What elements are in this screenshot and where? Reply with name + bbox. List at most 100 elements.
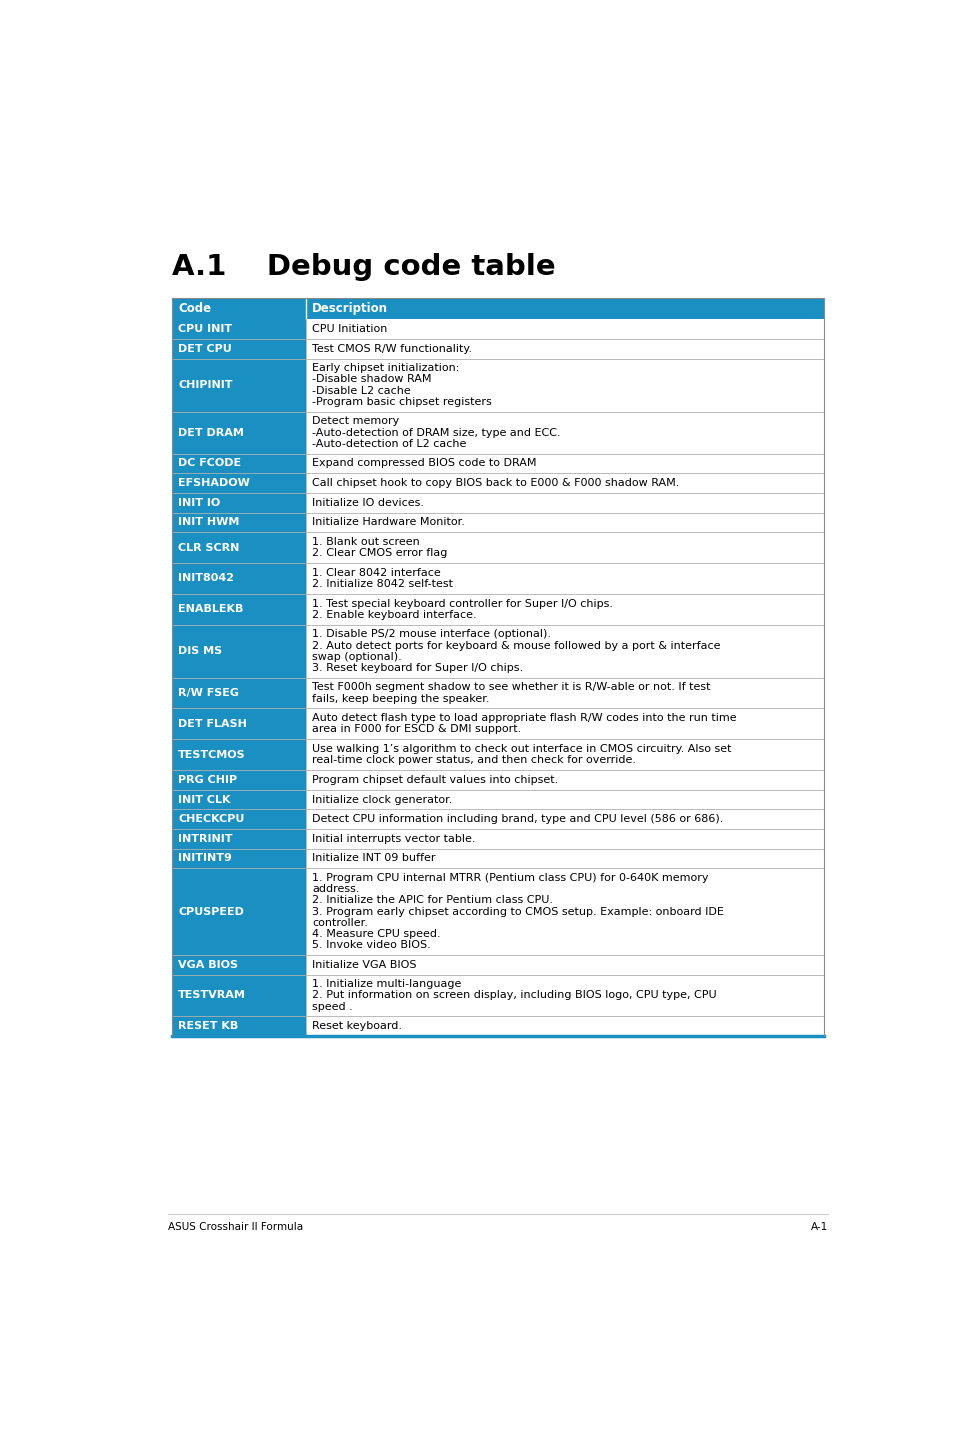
Text: Use walking 1’s algorithm to check out interface in CMOS circuitry. Also set: Use walking 1’s algorithm to check out i… bbox=[312, 743, 731, 754]
Text: CLR SCRN: CLR SCRN bbox=[178, 542, 239, 552]
Text: -Program basic chipset registers: -Program basic chipset registers bbox=[312, 397, 491, 407]
Text: R/W FSEG: R/W FSEG bbox=[178, 687, 239, 697]
Text: A-1: A-1 bbox=[810, 1222, 827, 1232]
Bar bbox=[172, 411, 305, 453]
Text: INIT HWM: INIT HWM bbox=[178, 518, 239, 528]
Text: 3. Reset keyboard for Super I/O chips.: 3. Reset keyboard for Super I/O chips. bbox=[312, 663, 522, 673]
Text: PRG CHIP: PRG CHIP bbox=[178, 775, 237, 785]
Bar bbox=[305, 955, 823, 975]
Text: swap (optional).: swap (optional). bbox=[312, 651, 401, 661]
Bar bbox=[172, 975, 305, 1017]
Text: 1. Test special keyboard controller for Super I/O chips.: 1. Test special keyboard controller for … bbox=[312, 598, 612, 608]
Text: ASUS Crosshair II Formula: ASUS Crosshair II Formula bbox=[168, 1222, 303, 1232]
Text: DC FCODE: DC FCODE bbox=[178, 459, 241, 469]
Text: real-time clock power status, and then check for override.: real-time clock power status, and then c… bbox=[312, 755, 636, 765]
Text: 2. Initialize the APIC for Pentium class CPU.: 2. Initialize the APIC for Pentium class… bbox=[312, 896, 553, 906]
Text: Reset keyboard.: Reset keyboard. bbox=[312, 1021, 401, 1031]
Text: 1. Disable PS/2 mouse interface (optional).: 1. Disable PS/2 mouse interface (optiona… bbox=[312, 630, 550, 640]
Text: Initialize INT 09 buffer: Initialize INT 09 buffer bbox=[312, 853, 435, 863]
Bar bbox=[172, 789, 305, 810]
Text: INIT8042: INIT8042 bbox=[178, 574, 233, 584]
Bar bbox=[305, 562, 823, 594]
Text: area in F000 for ESCD & DMI support.: area in F000 for ESCD & DMI support. bbox=[312, 725, 520, 735]
Bar bbox=[305, 473, 823, 493]
Bar bbox=[172, 339, 305, 358]
Bar bbox=[172, 594, 305, 624]
Text: VGA BIOS: VGA BIOS bbox=[178, 959, 238, 969]
Text: Auto detect flash type to load appropriate flash R/W codes into the run time: Auto detect flash type to load appropria… bbox=[312, 713, 736, 723]
Text: Initialize VGA BIOS: Initialize VGA BIOS bbox=[312, 959, 416, 969]
Text: 4. Measure CPU speed.: 4. Measure CPU speed. bbox=[312, 929, 440, 939]
Bar bbox=[172, 473, 305, 493]
Bar bbox=[172, 298, 823, 319]
Text: fails, keep beeping the speaker.: fails, keep beeping the speaker. bbox=[312, 693, 489, 703]
Text: A.1    Debug code table: A.1 Debug code table bbox=[172, 253, 555, 282]
Text: 1. Clear 8042 interface: 1. Clear 8042 interface bbox=[312, 568, 440, 578]
Text: TESTVRAM: TESTVRAM bbox=[178, 991, 246, 1001]
Text: Code: Code bbox=[178, 302, 211, 315]
Bar bbox=[172, 869, 305, 955]
Text: EFSHADOW: EFSHADOW bbox=[178, 477, 250, 487]
Bar bbox=[172, 562, 305, 594]
Text: INIT CLK: INIT CLK bbox=[178, 795, 231, 804]
Text: address.: address. bbox=[312, 884, 359, 894]
Bar bbox=[172, 512, 305, 532]
Bar bbox=[172, 358, 305, 411]
Text: 2. Put information on screen display, including BIOS logo, CPU type, CPU: 2. Put information on screen display, in… bbox=[312, 991, 716, 1001]
Text: DET CPU: DET CPU bbox=[178, 344, 232, 354]
Text: speed .: speed . bbox=[312, 1002, 353, 1012]
Text: DET FLASH: DET FLASH bbox=[178, 719, 247, 729]
Text: Test CMOS R/W functionality.: Test CMOS R/W functionality. bbox=[312, 344, 472, 354]
Bar bbox=[305, 411, 823, 453]
Bar bbox=[305, 358, 823, 411]
Bar bbox=[305, 975, 823, 1017]
Bar bbox=[305, 319, 823, 339]
Bar bbox=[172, 771, 305, 789]
Bar bbox=[305, 624, 823, 677]
Bar bbox=[305, 810, 823, 828]
Text: CPU Initiation: CPU Initiation bbox=[312, 324, 387, 334]
Bar bbox=[305, 771, 823, 789]
Text: TESTCMOS: TESTCMOS bbox=[178, 749, 246, 759]
Bar bbox=[305, 453, 823, 473]
Text: DET DRAM: DET DRAM bbox=[178, 427, 244, 437]
Bar bbox=[172, 739, 305, 771]
Bar bbox=[305, 789, 823, 810]
Text: Test F000h segment shadow to see whether it is R/W-able or not. If test: Test F000h segment shadow to see whether… bbox=[312, 683, 710, 693]
Text: 2. Clear CMOS error flag: 2. Clear CMOS error flag bbox=[312, 548, 447, 558]
Bar bbox=[305, 677, 823, 709]
Bar bbox=[172, 624, 305, 677]
Bar bbox=[172, 810, 305, 828]
Text: 2. Auto detect ports for keyboard & mouse followed by a port & interface: 2. Auto detect ports for keyboard & mous… bbox=[312, 640, 720, 650]
Text: controller.: controller. bbox=[312, 917, 368, 928]
Text: Description: Description bbox=[312, 302, 388, 315]
Text: Program chipset default values into chipset.: Program chipset default values into chip… bbox=[312, 775, 558, 785]
Text: CPUSPEED: CPUSPEED bbox=[178, 906, 244, 916]
Bar bbox=[172, 493, 305, 512]
Text: 3. Program early chipset according to CMOS setup. Example: onboard IDE: 3. Program early chipset according to CM… bbox=[312, 906, 723, 916]
Text: Detect memory: Detect memory bbox=[312, 417, 398, 427]
Bar bbox=[305, 848, 823, 869]
Text: 2. Initialize 8042 self-test: 2. Initialize 8042 self-test bbox=[312, 580, 453, 590]
Text: INIT IO: INIT IO bbox=[178, 498, 220, 508]
Text: CHIPINIT: CHIPINIT bbox=[178, 380, 233, 390]
Text: RESET KB: RESET KB bbox=[178, 1021, 238, 1031]
Bar bbox=[305, 339, 823, 358]
Text: Initialize Hardware Monitor.: Initialize Hardware Monitor. bbox=[312, 518, 464, 528]
Text: CHECKCPU: CHECKCPU bbox=[178, 814, 244, 824]
Text: -Auto-detection of L2 cache: -Auto-detection of L2 cache bbox=[312, 439, 466, 449]
Text: INITINT9: INITINT9 bbox=[178, 853, 232, 863]
Bar bbox=[172, 848, 305, 869]
Text: 2. Enable keyboard interface.: 2. Enable keyboard interface. bbox=[312, 610, 476, 620]
Bar bbox=[305, 532, 823, 562]
Bar bbox=[305, 828, 823, 848]
Text: 1. Program CPU internal MTRR (Pentium class CPU) for 0-640K memory: 1. Program CPU internal MTRR (Pentium cl… bbox=[312, 873, 708, 883]
Bar bbox=[172, 319, 305, 339]
Text: Detect CPU information including brand, type and CPU level (586 or 686).: Detect CPU information including brand, … bbox=[312, 814, 722, 824]
Text: 1. Blank out screen: 1. Blank out screen bbox=[312, 536, 419, 546]
Bar bbox=[172, 453, 305, 473]
Bar bbox=[172, 709, 305, 739]
Text: -Auto-detection of DRAM size, type and ECC.: -Auto-detection of DRAM size, type and E… bbox=[312, 427, 560, 437]
Bar bbox=[172, 677, 305, 709]
Text: Call chipset hook to copy BIOS back to E000 & F000 shadow RAM.: Call chipset hook to copy BIOS back to E… bbox=[312, 477, 679, 487]
